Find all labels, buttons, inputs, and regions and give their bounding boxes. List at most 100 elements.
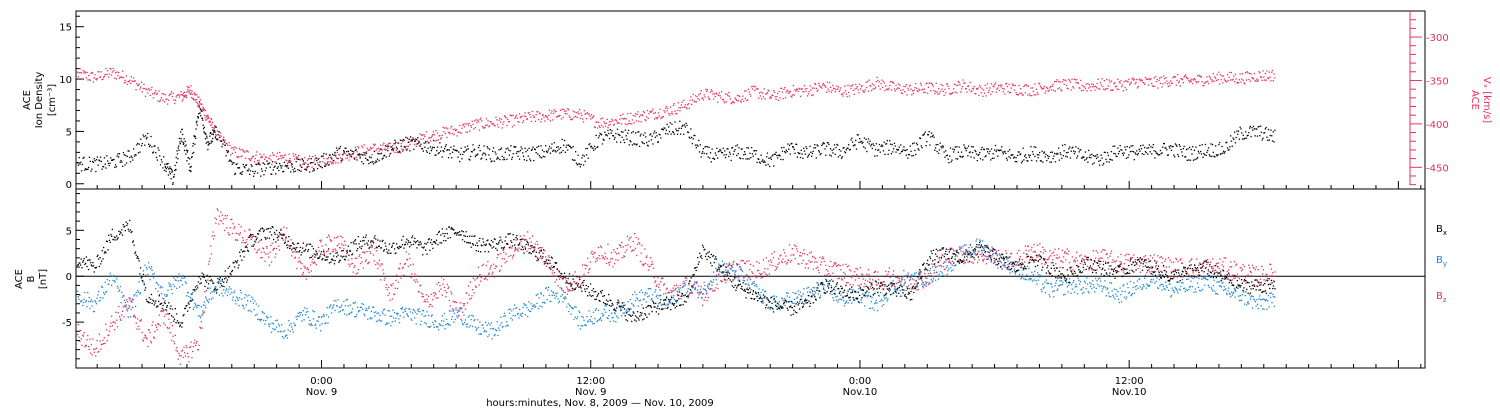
data-point [930, 82, 933, 84]
data-point [132, 306, 134, 308]
data-point [520, 116, 522, 118]
data-point [734, 274, 736, 276]
data-point [503, 251, 505, 253]
data-point [688, 107, 690, 109]
data-point [203, 131, 205, 133]
data-point [263, 174, 265, 176]
data-point [963, 260, 966, 262]
data-point [1056, 152, 1058, 155]
data-point [1023, 252, 1025, 254]
data-point [144, 264, 146, 266]
data-point [248, 158, 250, 160]
data-point [284, 239, 286, 241]
data-point [290, 171, 292, 173]
data-point [275, 155, 278, 158]
data-point [222, 222, 224, 225]
data-point [661, 116, 664, 118]
data-point [817, 266, 819, 268]
data-point [387, 147, 389, 149]
data-point [365, 151, 368, 153]
data-point [472, 123, 474, 125]
data-point [920, 84, 922, 86]
data-point [799, 95, 802, 97]
data-point [572, 146, 574, 148]
data-point [111, 325, 113, 327]
data-point [904, 149, 907, 152]
data-point [787, 90, 789, 92]
data-point [960, 246, 962, 248]
data-point [1271, 71, 1273, 73]
data-point [306, 159, 308, 161]
data-point [111, 315, 113, 317]
data-point [235, 163, 237, 166]
data-point [1226, 74, 1229, 76]
data-point [731, 264, 733, 267]
data-point [79, 329, 82, 332]
data-point [600, 245, 602, 247]
data-point [675, 128, 677, 130]
data-point [694, 288, 697, 290]
data-point [751, 88, 754, 90]
data-point [454, 128, 456, 130]
data-point [804, 153, 806, 155]
data-point [84, 346, 86, 348]
data-point [1263, 279, 1265, 281]
data-point [651, 261, 653, 263]
data-point [1113, 83, 1115, 85]
data-point [387, 150, 389, 152]
data-point [216, 139, 218, 141]
data-point [814, 147, 817, 149]
data-point [1046, 86, 1048, 88]
data-point [188, 92, 190, 94]
data-point [256, 172, 259, 174]
data-point [93, 77, 95, 79]
data-point [110, 274, 112, 277]
data-point [1238, 276, 1240, 278]
data-point [115, 311, 117, 313]
data-point [735, 145, 737, 147]
data-point [673, 133, 675, 135]
data-point [957, 158, 959, 160]
data-point [140, 81, 143, 83]
data-point [1154, 157, 1156, 159]
data-point [493, 263, 495, 265]
data-point [758, 262, 760, 264]
data-point [100, 297, 102, 299]
data-point [812, 150, 814, 152]
data-point [733, 260, 735, 262]
data-point [182, 92, 185, 94]
data-point [223, 229, 226, 232]
data-point [147, 273, 149, 276]
data-point [410, 140, 413, 143]
data-point [551, 143, 553, 145]
data-point [648, 140, 650, 142]
data-point [118, 305, 120, 308]
data-point [460, 318, 462, 320]
data-point [247, 151, 249, 153]
data-point [901, 278, 903, 280]
data-point [92, 72, 94, 74]
data-point [476, 278, 478, 280]
data-point [376, 152, 379, 154]
data-point [138, 328, 140, 330]
data-point [391, 285, 393, 287]
data-point [125, 81, 127, 83]
data-point [1193, 269, 1195, 271]
data-point [879, 151, 881, 153]
data-point [83, 156, 85, 158]
data-point [310, 270, 312, 272]
data-point [1262, 137, 1264, 139]
data-point [744, 262, 746, 265]
data-point [320, 155, 323, 157]
data-point [898, 87, 900, 90]
data-point [526, 118, 528, 120]
data-point [1020, 153, 1022, 155]
data-point [669, 106, 671, 108]
data-point [792, 94, 794, 96]
data-point [1246, 135, 1248, 137]
data-point [1084, 255, 1086, 257]
data-point [1194, 269, 1196, 272]
data-point [206, 137, 208, 139]
data-point [526, 118, 529, 120]
data-point [580, 276, 582, 278]
